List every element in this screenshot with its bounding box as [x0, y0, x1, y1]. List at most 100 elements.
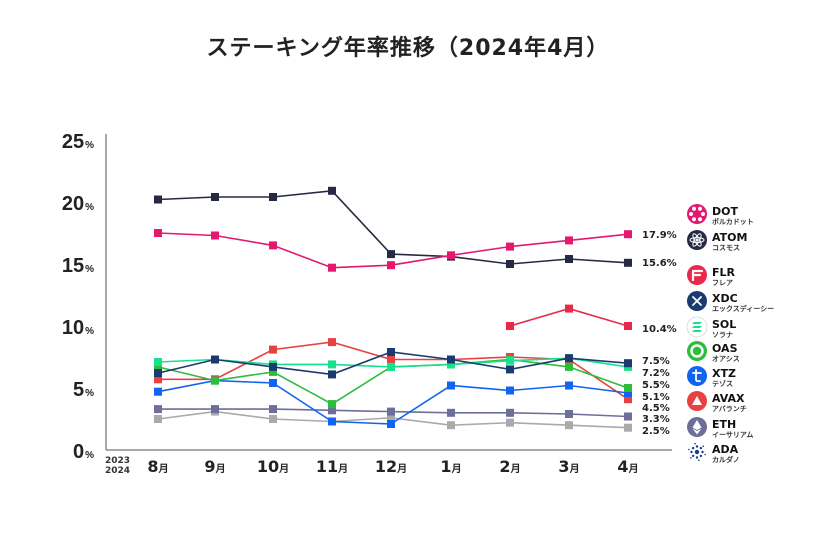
legend-code: XTZ	[712, 367, 736, 380]
legend-code: FLR	[712, 266, 736, 279]
series-atom	[154, 186, 632, 268]
y-tick-suffix: %	[85, 264, 94, 275]
legend-code: ADA	[712, 443, 739, 456]
icon-dot	[698, 217, 702, 222]
icon-bar	[692, 330, 702, 332]
x-tick-number: 11	[316, 457, 338, 476]
legend-kana: イーサリアム	[712, 431, 753, 439]
legend-kana: カルダノ	[712, 455, 740, 464]
ethereum-icon	[687, 417, 707, 437]
flare-icon	[687, 265, 707, 285]
series-dot	[154, 229, 632, 272]
x-tick-suffix: 月	[278, 463, 289, 475]
x-tick-number: 8	[147, 457, 158, 476]
data-point	[565, 236, 573, 245]
data-point	[387, 355, 395, 364]
data-point	[154, 358, 162, 366]
y-tick-suffix: %	[85, 326, 94, 337]
x-tick-suffix: 月	[158, 463, 169, 475]
data-point	[269, 415, 277, 423]
icon-bg	[687, 341, 707, 361]
polkadot-icon	[687, 204, 707, 224]
legend-kana: アバランチ	[712, 405, 747, 413]
icon-lower	[692, 428, 702, 435]
icon-dot	[699, 454, 703, 458]
data-point	[624, 423, 632, 432]
y-tick-suffix: %	[85, 140, 94, 151]
cosmos-icon	[687, 230, 707, 250]
data-point	[328, 370, 336, 379]
data-point	[506, 418, 514, 427]
legend-kana: オアシス	[712, 355, 740, 363]
cardano-icon	[687, 442, 707, 462]
data-point	[211, 376, 219, 385]
legend-code: DOT	[712, 205, 738, 218]
data-point	[387, 250, 395, 259]
data-point	[269, 379, 277, 387]
xdc-icon	[687, 291, 707, 311]
legend-code: ETH	[712, 418, 736, 431]
x-tick-label: 9月	[204, 457, 225, 476]
legend-kana: ポルカドット	[712, 217, 754, 226]
y-tick-number: 25	[62, 131, 84, 153]
y-tick-suffix: %	[85, 388, 94, 399]
icon-dot	[702, 445, 705, 448]
data-point	[387, 261, 395, 270]
data-point	[506, 322, 514, 330]
data-point	[506, 260, 514, 268]
y-tick-label: 15%	[62, 255, 94, 277]
x-tick-label: 10月	[257, 457, 289, 476]
x-tick-label: 3月	[558, 457, 579, 476]
data-point	[447, 381, 455, 390]
x-tick-suffix: 月	[510, 463, 521, 475]
y-tick-number: 10	[62, 317, 84, 339]
y-tick-label: 5%	[73, 379, 94, 401]
legend-code: SOL	[712, 318, 736, 331]
x-tick-suffix: 月	[337, 463, 348, 475]
data-point	[624, 389, 632, 397]
icon-bg	[687, 366, 707, 386]
y-tick-suffix: %	[85, 202, 94, 213]
data-point	[447, 421, 455, 430]
data-point	[624, 359, 632, 368]
end-value-label: 7.5%	[642, 356, 670, 367]
x-tick-label: 2月	[499, 457, 520, 476]
data-point	[269, 362, 277, 371]
legend-code: XDC	[712, 292, 738, 305]
data-point	[387, 413, 395, 422]
icon-dot	[698, 459, 700, 462]
icon-dot	[704, 453, 706, 456]
data-point	[211, 193, 219, 201]
icon-dot	[688, 448, 690, 451]
end-value-label: 10.4%	[642, 324, 677, 335]
oasys-icon	[687, 341, 707, 361]
x-tick-suffix: 月	[451, 463, 462, 475]
end-value-label: 5.1%	[642, 392, 670, 403]
data-point	[624, 395, 632, 404]
data-point	[211, 355, 219, 364]
icon-dot	[689, 212, 693, 216]
data-point	[269, 367, 277, 376]
data-point	[328, 263, 336, 272]
data-point	[387, 348, 395, 356]
data-point	[565, 410, 573, 418]
x-tick-label: 1月	[440, 457, 461, 476]
y-tick-number: 5	[73, 379, 84, 401]
data-point	[154, 195, 162, 204]
data-point	[506, 365, 514, 374]
x-tick-number: 4	[617, 457, 628, 476]
chart-title: ステーキング年率推移（2024年4月）	[206, 36, 610, 61]
data-point	[447, 360, 455, 369]
icon-bg	[687, 204, 707, 224]
data-point	[328, 186, 336, 195]
y-tick-number: 20	[62, 193, 84, 215]
data-point	[154, 229, 162, 237]
data-point	[506, 386, 514, 395]
data-point	[328, 360, 336, 369]
icon-glyph	[692, 296, 702, 306]
legend-code: ATOM	[712, 231, 747, 244]
data-point	[565, 381, 573, 390]
data-point	[387, 362, 395, 371]
x-tick-suffix: 月	[569, 463, 580, 475]
